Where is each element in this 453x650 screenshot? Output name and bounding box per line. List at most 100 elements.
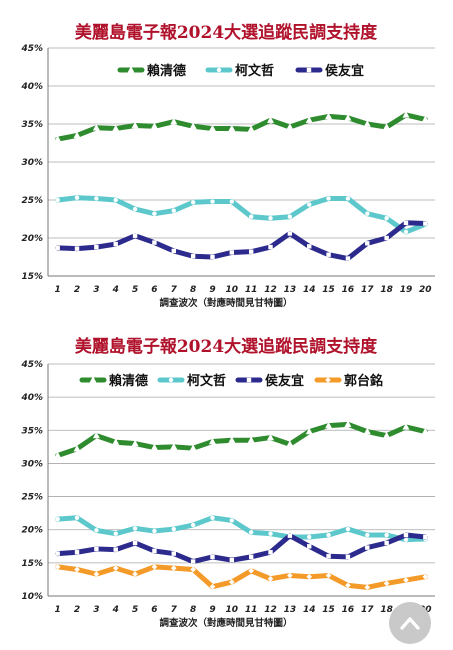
data-point <box>54 135 62 142</box>
x-axis-label: 調查波次（對應時間見甘特圖） <box>159 297 292 309</box>
legend-item: 侯友宜 <box>295 63 364 79</box>
data-point <box>345 196 351 201</box>
x-tick-label: 19 <box>400 285 413 295</box>
data-point <box>305 427 313 435</box>
y-tick-label: 40% <box>20 393 43 403</box>
data-point <box>267 433 275 441</box>
data-point <box>74 246 80 251</box>
data-point <box>132 233 138 238</box>
data-point <box>364 584 371 591</box>
x-tick-label: 12 <box>264 285 277 295</box>
series-line <box>55 515 428 543</box>
series-2 <box>55 195 428 235</box>
data-point <box>325 572 332 579</box>
data-point <box>210 254 215 260</box>
data-point <box>132 206 138 212</box>
series-1 <box>54 111 429 142</box>
x-tick-label: 3 <box>93 285 99 295</box>
series-3 <box>55 532 428 565</box>
data-point <box>228 436 236 443</box>
x-tick-label: 20 <box>419 285 432 295</box>
legend-item: 賴清德 <box>79 373 148 389</box>
data-point <box>54 451 62 459</box>
data-point <box>345 256 351 261</box>
data-point <box>190 200 196 205</box>
series-4 <box>54 564 429 591</box>
data-point <box>93 571 100 577</box>
data-point <box>55 516 60 522</box>
x-tick-label: 9 <box>209 605 215 615</box>
data-point <box>307 202 312 207</box>
legend-marker <box>127 66 135 73</box>
data-point <box>189 122 197 129</box>
data-point <box>384 540 389 546</box>
data-point <box>344 420 352 428</box>
x-tick-label: 8 <box>190 605 196 615</box>
series-1 <box>54 420 429 459</box>
data-point <box>326 532 331 538</box>
legend-label: 賴清德 <box>147 63 186 79</box>
data-point <box>73 445 81 452</box>
data-point <box>208 437 216 445</box>
y-tick-label: 10% <box>21 592 43 602</box>
scroll-to-top-button[interactable] <box>389 602 431 644</box>
data-point <box>171 248 176 254</box>
x-axis-label: 調查波次（對應時間見甘特圖） <box>159 617 292 629</box>
y-tick-label: 15% <box>21 272 43 282</box>
x-tick-label: 12 <box>264 605 277 615</box>
data-point <box>325 421 333 429</box>
data-point <box>307 534 312 540</box>
data-point <box>209 583 216 590</box>
data-point <box>287 533 293 538</box>
x-tick-label: 13 <box>284 285 297 295</box>
x-tick-label: 1 <box>55 605 61 615</box>
legend-marker <box>89 376 97 383</box>
data-point <box>363 427 371 435</box>
data-point <box>248 554 254 560</box>
data-point <box>268 216 273 221</box>
data-point <box>92 431 100 439</box>
data-point <box>248 249 254 254</box>
data-point <box>365 211 370 216</box>
x-tick-label: 13 <box>284 605 297 615</box>
data-point <box>403 229 409 235</box>
data-point <box>94 244 99 250</box>
data-point <box>94 528 99 533</box>
data-point <box>363 120 371 127</box>
y-tick-label: 30% <box>21 158 43 168</box>
y-tick-label: 35% <box>21 426 43 436</box>
data-point <box>326 196 331 201</box>
data-point <box>171 526 176 532</box>
data-point <box>268 550 273 555</box>
series-line <box>55 220 428 262</box>
y-tick-label: 25% <box>21 493 43 503</box>
data-point <box>248 568 254 574</box>
data-point <box>229 579 235 585</box>
data-point <box>152 528 157 534</box>
data-point <box>422 573 429 580</box>
data-point <box>383 580 390 587</box>
data-point <box>286 440 294 447</box>
data-point <box>94 196 99 201</box>
series-line <box>55 421 428 458</box>
x-tick-label: 1 <box>55 285 61 295</box>
data-point <box>365 532 370 538</box>
data-point <box>229 518 235 523</box>
data-point <box>190 559 196 564</box>
data-point <box>383 431 391 439</box>
data-point <box>74 550 80 555</box>
series-line <box>55 195 428 235</box>
legend-marker <box>246 377 252 383</box>
y-tick-label: 15% <box>21 559 43 569</box>
data-point <box>287 572 293 579</box>
data-point <box>210 554 215 560</box>
legend-item: 柯文哲 <box>157 373 226 389</box>
y-tick-label: 45% <box>20 44 43 54</box>
data-point <box>131 121 139 129</box>
y-tick-label: 25% <box>21 196 43 206</box>
data-point <box>306 573 313 580</box>
data-point <box>421 427 429 435</box>
data-point <box>268 244 273 250</box>
x-tick-label: 5 <box>132 605 138 615</box>
data-point <box>112 438 120 445</box>
